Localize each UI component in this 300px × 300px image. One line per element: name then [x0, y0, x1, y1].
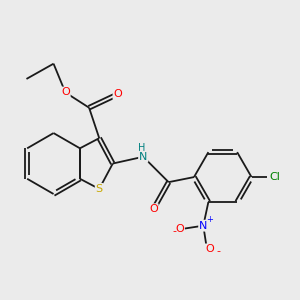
Text: N: N [139, 152, 147, 162]
Text: +: + [206, 215, 213, 224]
Text: S: S [96, 184, 103, 194]
Text: O: O [175, 224, 184, 234]
Text: Cl: Cl [270, 172, 281, 182]
Text: H: H [138, 143, 145, 153]
Text: N: N [199, 221, 208, 231]
Text: -: - [217, 246, 221, 256]
Text: O: O [113, 89, 122, 99]
Text: O: O [149, 204, 158, 214]
Text: O: O [206, 244, 214, 254]
Text: O: O [61, 88, 70, 98]
Text: -: - [173, 226, 177, 236]
